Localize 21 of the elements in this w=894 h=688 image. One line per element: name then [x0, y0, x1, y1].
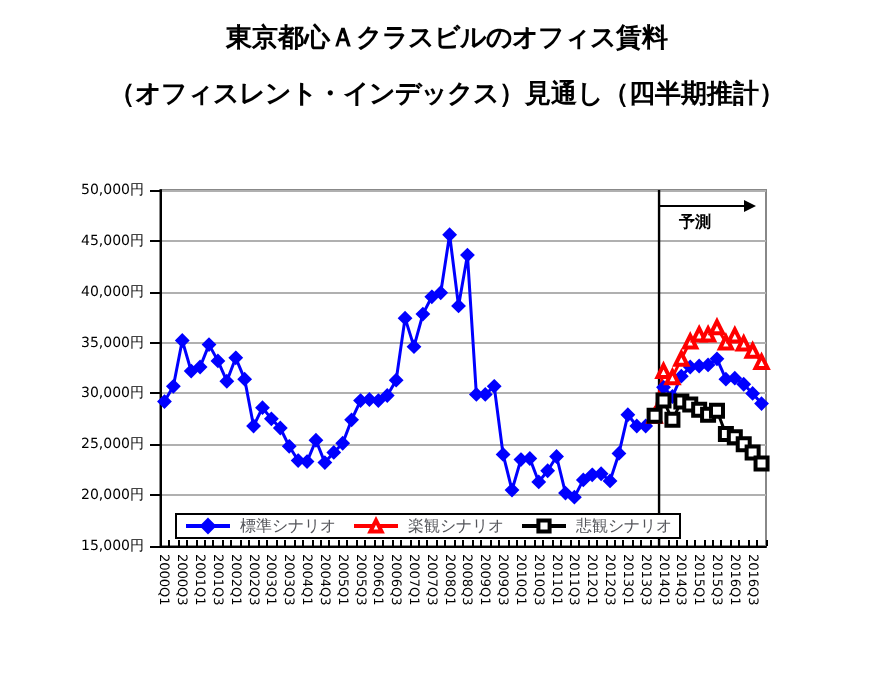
ref-line-label: 予測	[677, 213, 712, 231]
point	[673, 350, 690, 367]
point	[664, 411, 681, 428]
point	[682, 333, 699, 350]
point	[735, 335, 752, 352]
point	[664, 369, 681, 386]
point	[700, 326, 717, 343]
point	[726, 327, 743, 344]
point	[655, 392, 672, 409]
point	[708, 319, 725, 336]
point	[717, 334, 734, 351]
point	[753, 353, 770, 370]
point	[744, 444, 761, 461]
point	[753, 455, 770, 472]
legend-label: 楽観シナリオ	[408, 517, 504, 535]
chart-subtitle: （オフィスレント・インデックス）見通し（四半期推計）	[109, 78, 785, 110]
legend-label: 悲観シナリオ	[574, 517, 672, 535]
point	[708, 402, 725, 419]
chart-title: 東京都心Ａクラスビルのオフィス賃料	[224, 22, 668, 54]
legend-label: 標準シナリオ	[240, 517, 336, 535]
point	[744, 342, 761, 359]
